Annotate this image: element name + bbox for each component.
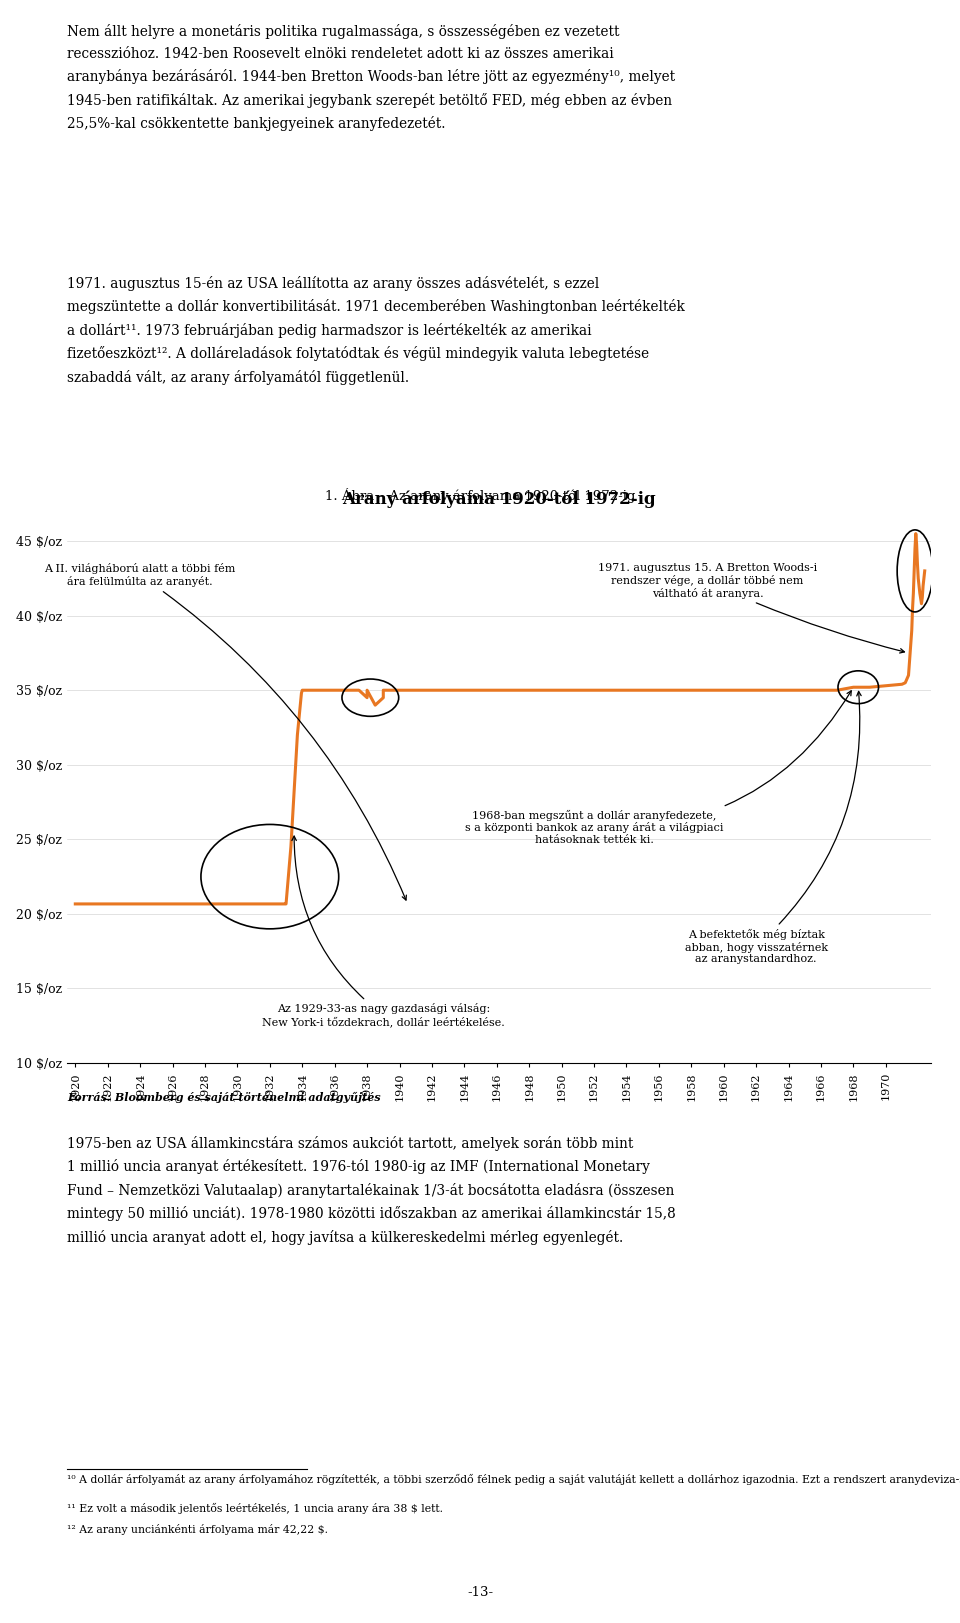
Text: A befektetők még bíztak
abban, hogy visszatérnek
az aranystandardhoz.: A befektetők még bíztak abban, hogy viss… — [684, 691, 861, 964]
Text: Nem állt helyre a monetáris politika rugalmassága, s összességében ez vezetett
r: Nem állt helyre a monetáris politika rug… — [67, 24, 675, 131]
Text: 1971. augusztus 15-én az USA leállította az arany összes adásvételét, s ezzel
me: 1971. augusztus 15-én az USA leállította… — [67, 276, 685, 385]
Text: 1971. augusztus 15. A Bretton Woods-i
rendszer vége, a dollár többé nem
váltható: 1971. augusztus 15. A Bretton Woods-i re… — [598, 563, 904, 652]
Text: ¹¹ Ez volt a második jelentős leértékelés, 1 uncia arany ára 38 $ lett.: ¹¹ Ez volt a második jelentős leértékelé… — [67, 1503, 444, 1514]
Text: Az 1929-33-as nagy gazdasági válság:
New York-i tőzdekrach, dollár leértékelése.: Az 1929-33-as nagy gazdasági válság: New… — [262, 836, 505, 1027]
Text: A II. világháború alatt a többi fém
ára felülmúlta az aranyét.: A II. világháború alatt a többi fém ára … — [44, 563, 406, 901]
Text: 1975-ben az USA államkincstára számos aukciót tartott, amelyek során több mint
1: 1975-ben az USA államkincstára számos au… — [67, 1136, 676, 1245]
Text: 1968-ban megszűnt a dollár aranyfedezete,
s a központi bankok az arany árát a vi: 1968-ban megszűnt a dollár aranyfedezete… — [465, 691, 852, 846]
Text: Forrás: Bloomberg és saját történelmi adatgyűjtés: Forrás: Bloomberg és saját történelmi ad… — [67, 1092, 381, 1104]
Text: 1. Ábra – Az arany árfolyama 1920-tól 1972-ig: 1. Ábra – Az arany árfolyama 1920-tól 19… — [324, 489, 636, 503]
Text: -13-: -13- — [467, 1586, 493, 1599]
Text: ¹⁰ A dollár árfolyamát az arany árfolyamához rögzítették, a többi szerződő félne: ¹⁰ A dollár árfolyamát az arany árfolyam… — [67, 1474, 960, 1485]
Title: Arany árfolyama 1920-tól 1972-ig: Arany árfolyama 1920-tól 1972-ig — [343, 490, 656, 508]
Text: ¹² Az arany unciánkénti árfolyama már 42,22 $.: ¹² Az arany unciánkénti árfolyama már 42… — [67, 1524, 328, 1535]
